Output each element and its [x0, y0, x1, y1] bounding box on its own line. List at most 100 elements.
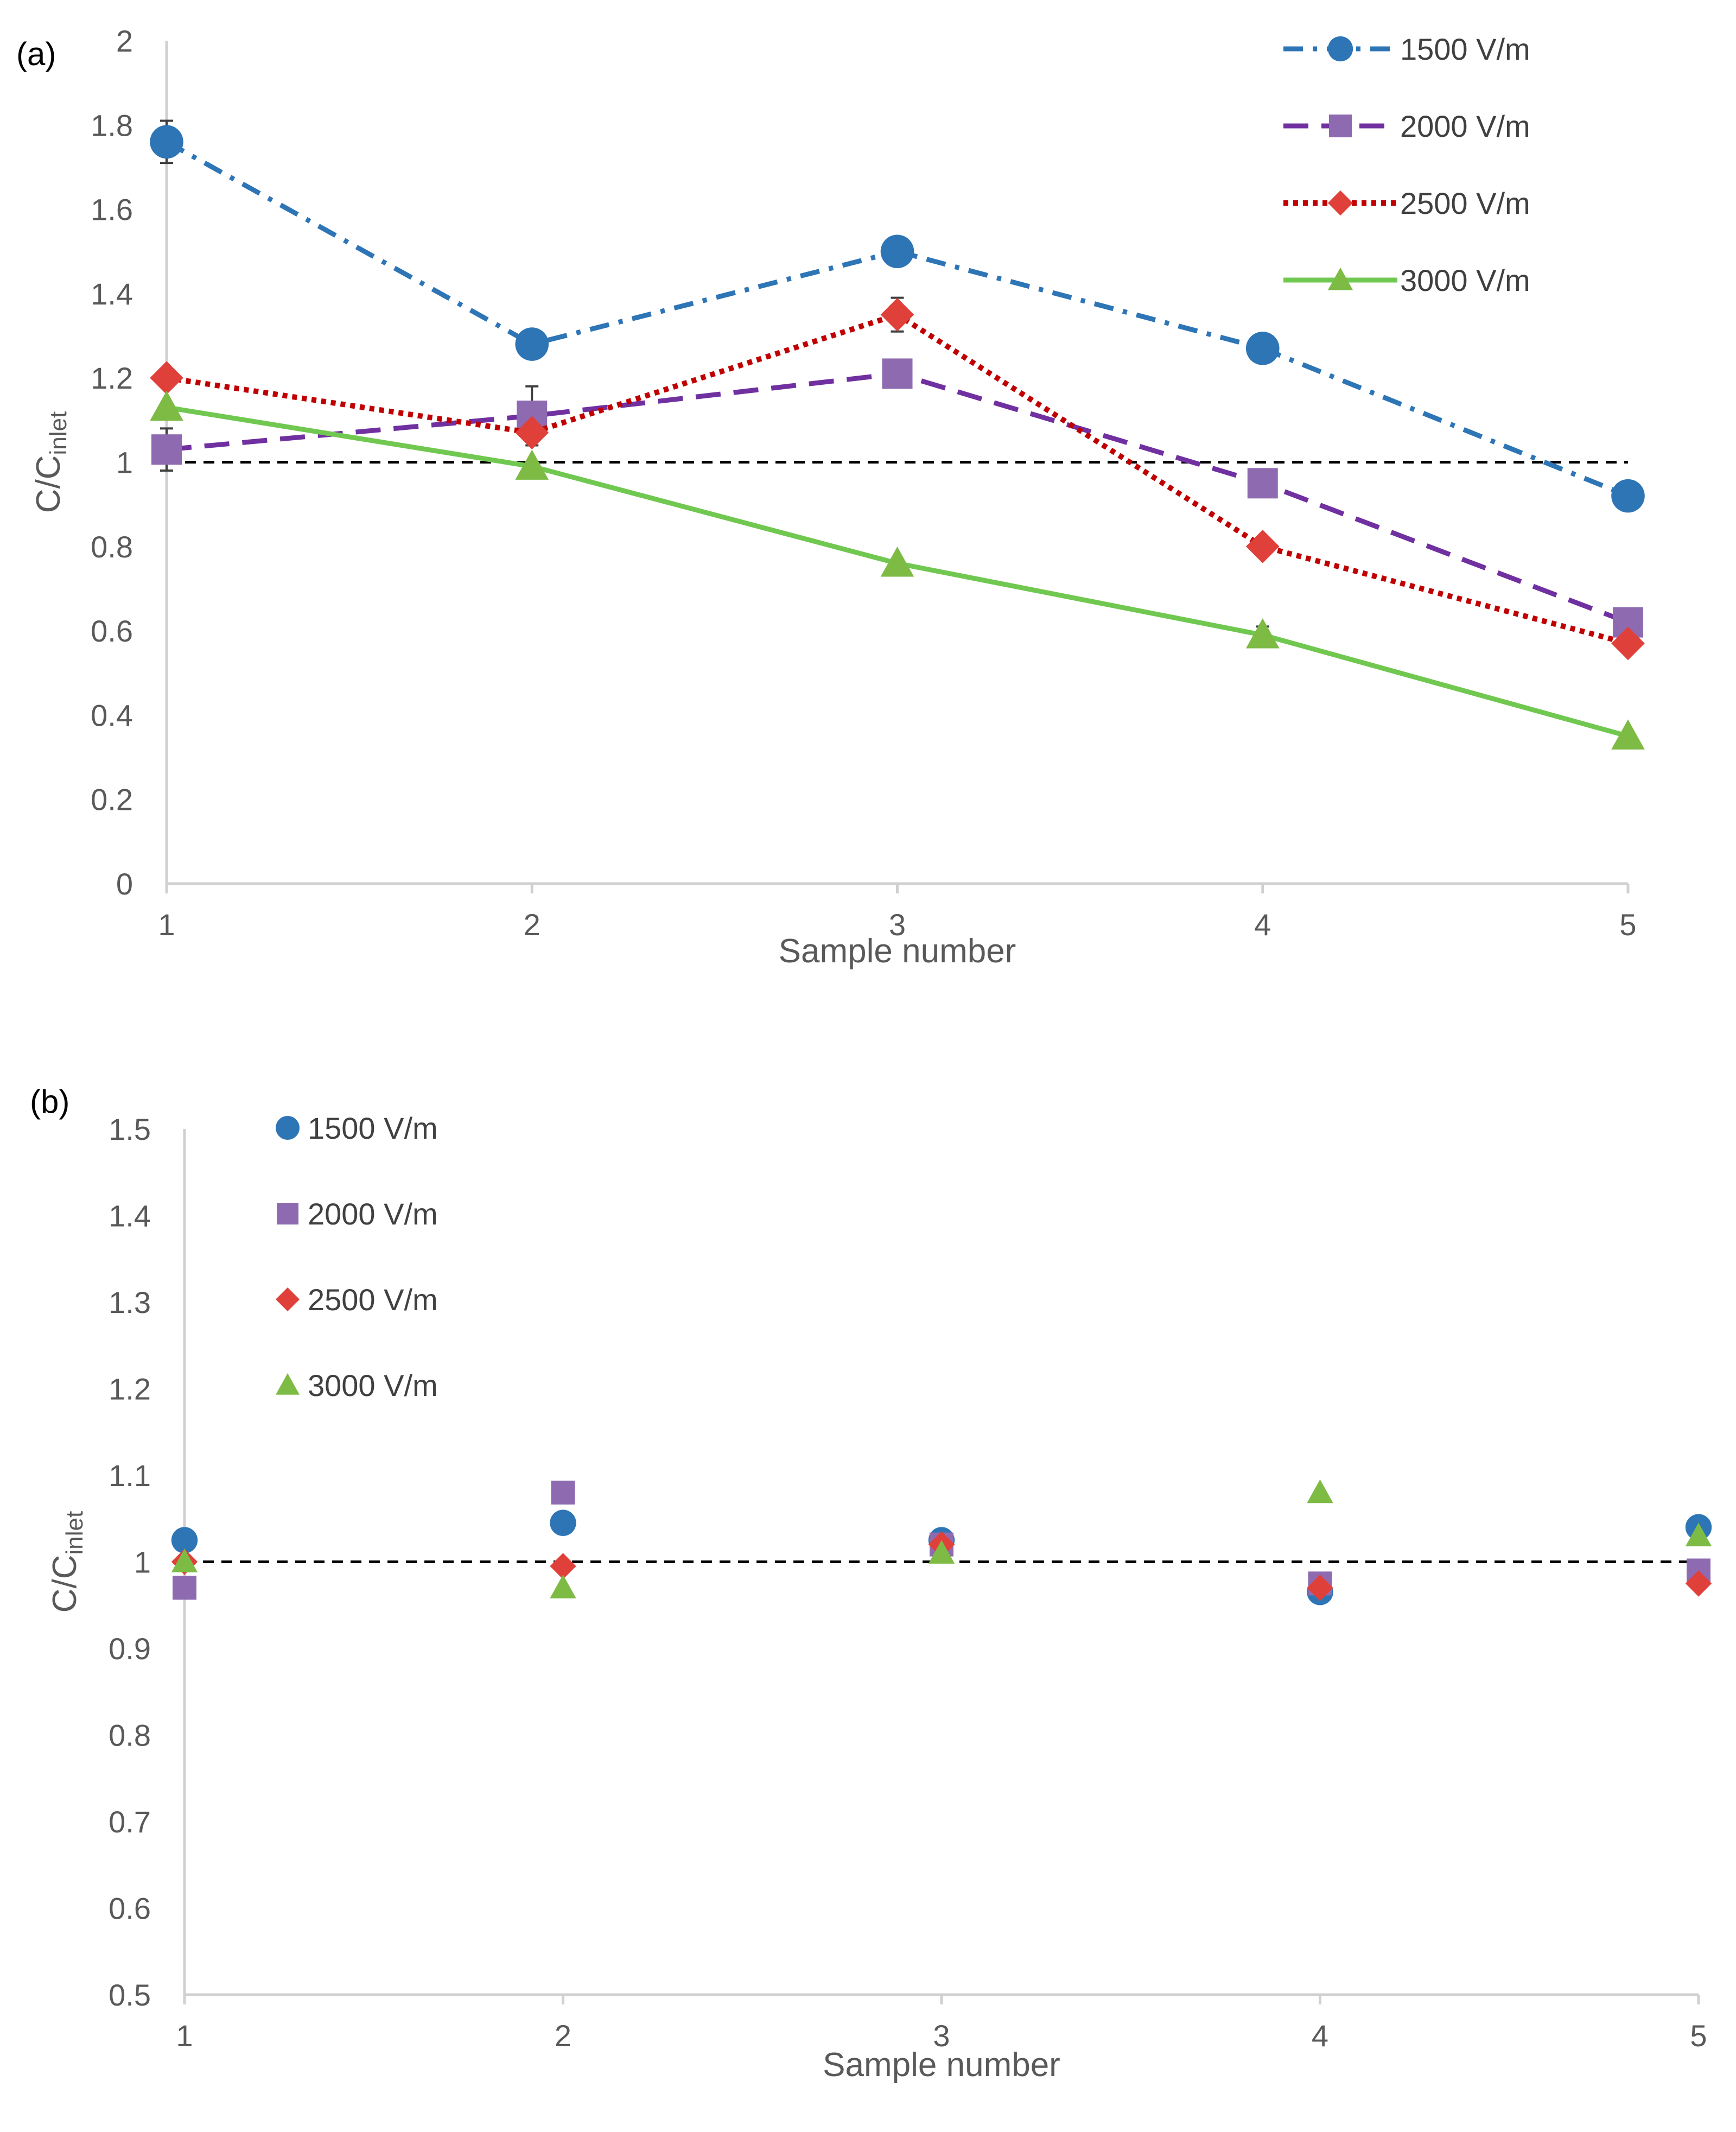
- panel-a-series-1500-point-5: [1611, 479, 1645, 513]
- panel-b-y-tick-label: 1.4: [109, 1199, 151, 1233]
- panel-b-y-tick-label: 0.8: [109, 1718, 151, 1753]
- panel-a-y-tick-label: 0: [116, 867, 133, 901]
- panel-a-legend-item-3000-label: 3000 V/m: [1400, 263, 1530, 297]
- panel-b-y-tick-label: 1.5: [109, 1112, 151, 1146]
- panel-a-legend-item-2000: 2000 V/m: [1283, 109, 1530, 143]
- panel-b-series-1500-point-2: [550, 1509, 576, 1536]
- panel-a-y-tick-label: 0.6: [91, 614, 133, 648]
- panel-a-series-3000-point-1: [150, 390, 183, 421]
- panel-a-legend-item-1500-marker-point-1: [1327, 36, 1353, 62]
- panel-b-y-tick-label: 0.9: [109, 1632, 151, 1666]
- panel-a-series-1500-point-2: [515, 327, 549, 361]
- panel-b-series-3000-point-1: [171, 1549, 198, 1572]
- panel-a-y-tick-label: 0.4: [91, 698, 133, 732]
- panel-b-legend-item-2000-label: 2000 V/m: [308, 1197, 438, 1231]
- panel-a-x-tick-label: 3: [889, 908, 906, 942]
- panel-a-y-tick-label: 2: [116, 24, 133, 58]
- panel-a-series-2500-point-1: [150, 361, 183, 395]
- panel-a-legend-item-3000: 3000 V/m: [1283, 263, 1530, 297]
- panel-a: (a) 0 0.2 0.4 0.6 0.8 1 1.2 1.4 1.6 1.8 2 1 2 3 4 5 Sa…: [16, 24, 1645, 970]
- panel-b-x-tick-label: 1: [176, 2019, 193, 2053]
- panel-a-y-axis-label: C/Cinlet: [30, 411, 72, 513]
- panel-a-x-tick-label: 4: [1254, 908, 1271, 942]
- panel-b-y-ticks: 0.5 0.6 0.7 0.8 0.9 1 1.1 1.2 1.3 1.4 1.5: [109, 1112, 151, 2012]
- panel-a-legend-item-1500-label: 1500 V/m: [1400, 32, 1530, 66]
- panel-a-legend-item-1500: 1500 V/m: [1283, 32, 1530, 66]
- panel-a-series-1500-point-1: [150, 125, 183, 159]
- panel-b: (b) 0.5 0.6 0.7 0.8 0.9 1 1.1 1.2 1.3 1.4 1.5 1 2 3 4…: [30, 1083, 1712, 2084]
- panel-b-series-2000-point-1: [173, 1576, 196, 1600]
- panel-a-series-2000: [151, 358, 1643, 638]
- panel-a-x-axis-label: Sample number: [779, 932, 1016, 970]
- panel-b-x-axis-label: Sample number: [823, 2046, 1060, 2084]
- panel-a-y-tick-label: 0.2: [91, 783, 133, 817]
- panel-b-series-2000-point-2: [551, 1480, 575, 1505]
- panel-b-y-label-main: C/C: [46, 1554, 84, 1613]
- panel-b-legend-item-2500: 2500 V/m: [276, 1283, 438, 1317]
- panel-a-y-label-main: C/C: [30, 455, 67, 513]
- panel-b-x-tick-label: 5: [1690, 2019, 1707, 2053]
- panel-a-series-2500-point-5: [1611, 626, 1645, 661]
- panel-b-y-tick-label: 1.3: [109, 1285, 151, 1319]
- panel-b-legend: 1500 V/m 2000 V/m 2500 V/m 3000 V/m: [276, 1111, 438, 1403]
- panel-b-series-2500-point-5: [1685, 1570, 1712, 1597]
- panel-b-legend-item-2000: 2000 V/m: [277, 1197, 438, 1231]
- panel-a-y-tick-label: 1: [116, 446, 133, 480]
- panel-b-series-1500-point-1: [171, 1527, 198, 1553]
- panel-a-series: [150, 119, 1645, 750]
- panel-a-series-1500-point-3: [880, 234, 914, 269]
- panel-b-y-label-sub: inlet: [61, 1511, 88, 1555]
- panel-b-y-tick-label: 0.6: [109, 1892, 151, 1926]
- panel-b-x-tick-label: 4: [1312, 2019, 1328, 2053]
- panel-b-series-3000: [171, 1479, 1712, 1598]
- panel-b-x-tick-label: 3: [933, 2019, 950, 2053]
- panel-a-series-3000-point-3: [880, 547, 914, 577]
- panel-a-legend-item-2000-label: 2000 V/m: [1400, 109, 1530, 143]
- panel-b-legend-item-2500-label: 2500 V/m: [308, 1283, 438, 1317]
- panel-b-legend-item-1500-label: 1500 V/m: [308, 1111, 438, 1145]
- panel-b-y-tick-label: 1.1: [109, 1458, 151, 1493]
- panel-a-series-2000-point-3: [882, 358, 913, 389]
- panel-b-y-tick-label: 1.2: [109, 1372, 151, 1406]
- panel-b-series-2500-point-4: [1307, 1575, 1333, 1601]
- panel-a-legend-item-2500: 2500 V/m: [1283, 186, 1530, 220]
- panel-b-series-2500-point-2: [550, 1553, 576, 1579]
- panel-a-series-2500-point-2: [515, 416, 549, 449]
- panel-a-x-tick-label: 5: [1619, 908, 1636, 942]
- panel-b-legend-item-1500: 1500 V/m: [276, 1111, 438, 1145]
- panel-a-series-2000-point-1: [151, 434, 182, 465]
- panel-b-legend-item-2500-marker-point-1: [276, 1287, 300, 1311]
- panel-a-x-tick-label: 2: [524, 908, 540, 942]
- panel-a-series-1500: [150, 119, 1645, 513]
- panel-b-y-tick-label: 0.5: [109, 1978, 151, 2012]
- panel-b-x-ticks: 1 2 3 4 5: [176, 1995, 1707, 2053]
- panel-b-series-3000-point-3: [928, 1540, 955, 1564]
- panel-b-legend-item-1500-marker-point-1: [276, 1116, 300, 1140]
- panel-a-y-tick-label: 1.4: [91, 277, 133, 311]
- panel-a-series-2500-point-3: [880, 297, 914, 332]
- panel-a-series-3000: [150, 390, 1645, 750]
- panel-b-series: [171, 1479, 1712, 1606]
- panel-a-y-label-sub: inlet: [45, 411, 72, 455]
- panel-a-series-2500-point-4: [1245, 530, 1280, 563]
- panel-b-y-tick-label: 1: [134, 1545, 151, 1579]
- panel-b-series-3000-point-5: [1685, 1522, 1712, 1547]
- panel-b-series-3000-point-4: [1307, 1479, 1333, 1503]
- panel-a-series-2000-point-4: [1247, 468, 1278, 499]
- panel-a-legend-item-2500-label: 2500 V/m: [1400, 186, 1530, 220]
- panel-a-label: (a): [16, 36, 56, 72]
- panel-b-legend-item-2000-marker-point-1: [277, 1203, 298, 1224]
- panel-a-series-1500-point-4: [1245, 332, 1280, 365]
- panel-b-series-3000-point-2: [550, 1575, 576, 1598]
- panel-b-y-axis-label: C/Cinlet: [46, 1511, 88, 1613]
- panel-a-series-2000-line: [166, 371, 1629, 625]
- panel-a-series-3000-point-2: [515, 449, 549, 480]
- panel-a-series-3000-point-5: [1611, 719, 1645, 750]
- panel-b-legend-item-3000-marker-point-1: [276, 1373, 300, 1395]
- panel-a-y-ticks: 0 0.2 0.4 0.6 0.8 1 1.2 1.4 1.6 1.8 2: [91, 24, 133, 901]
- panel-a-y-tick-label: 1.6: [91, 193, 133, 227]
- panel-b-legend-item-3000-label: 3000 V/m: [308, 1368, 438, 1403]
- panel-a-x-tick-label: 1: [158, 908, 175, 942]
